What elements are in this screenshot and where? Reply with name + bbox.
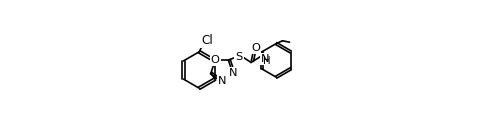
Text: Cl: Cl — [200, 34, 212, 47]
Text: H: H — [263, 56, 271, 66]
Text: N: N — [260, 54, 269, 64]
Text: O: O — [250, 43, 260, 53]
Text: N: N — [229, 68, 237, 78]
Text: N: N — [217, 76, 226, 86]
Text: S: S — [235, 52, 242, 62]
Text: O: O — [210, 55, 219, 65]
